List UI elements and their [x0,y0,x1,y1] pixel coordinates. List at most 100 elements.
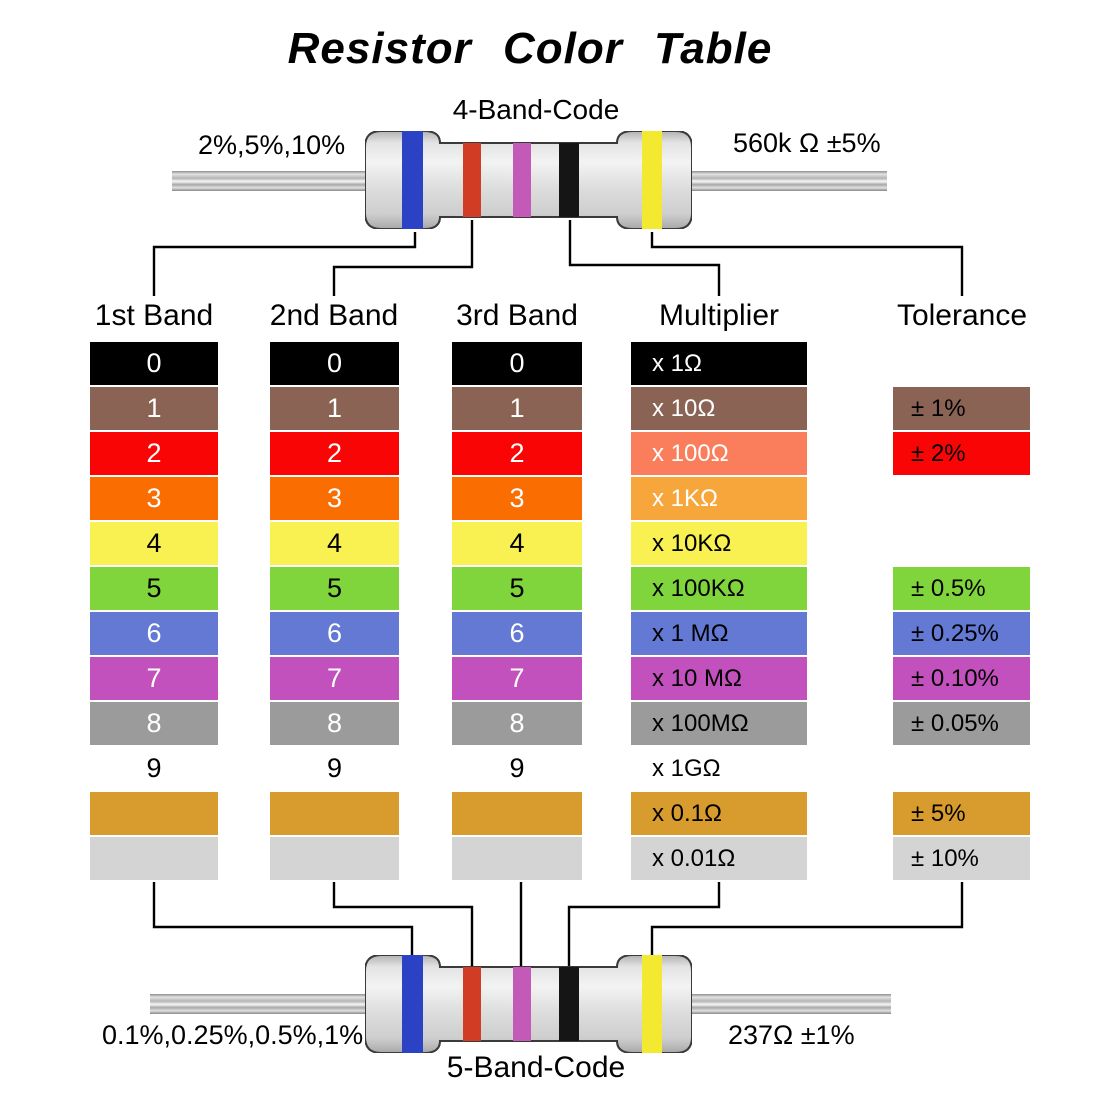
cell-red-digit: 2 [90,432,218,475]
cell-red-digit: 2 [452,432,582,475]
resistor-lead-bottom-right [689,994,891,1014]
cell-orange-digit: 3 [270,477,399,520]
resistor-lead-top-left [172,171,368,191]
tolerance-gap [893,477,1030,520]
yellow-band [642,131,662,229]
black-band [559,955,579,1053]
connector-top-second-band [332,220,474,296]
cell-yellow-digit: 4 [90,522,218,565]
multiplier-cells: x 1Ω x 10Ω x 100Ω x 1KΩ x 10KΩ x 100KΩ x 1 MΩ x… [631,342,807,880]
cell-gray-tolerance: ± 0.05% [893,702,1030,745]
cell-orange-digit: 3 [452,477,582,520]
cell-orange-digit: 3 [90,477,218,520]
cell-gold-digit [452,792,582,835]
tolerance-gap [893,747,1030,790]
tolerance-cells: ± 1% ± 2% ± 0.5% ± 0.25% ± 0.10% ± 0.05% ± 5% ±… [893,342,1030,880]
column-header-tolerance: Tolerance [896,299,1028,332]
five-band-code-label: 5-Band-Code [446,1051,626,1084]
cell-brown-tolerance: ± 1% [893,387,1030,430]
cell-violet-digit: 7 [452,657,582,700]
column-header-third-band: 3rd Band [456,299,578,332]
cell-gray-multiplier: x 100MΩ [631,702,807,745]
resistor-lead-top-right [689,171,887,191]
cell-black-digit: 0 [270,342,399,385]
cell-brown-digit: 1 [270,387,399,430]
four-band-resistor-body [365,131,692,229]
cell-gray-digit: 8 [90,702,218,745]
cell-white-digit: 9 [270,747,399,790]
connector-bottom-tolerance [650,882,964,957]
cell-gray-digit: 8 [270,702,399,745]
cell-violet-digit: 7 [270,657,399,700]
connector-top-first-band [152,232,417,296]
cell-white-multiplier: x 1GΩ [631,747,807,790]
cell-blue-digit: 6 [270,612,399,655]
red-band [463,131,481,229]
cell-gold-multiplier: x 0.1Ω [631,792,807,835]
cell-red-digit: 2 [270,432,399,475]
cell-black-digit: 0 [452,342,582,385]
cell-green-multiplier: x 100KΩ [631,567,807,610]
cell-brown-multiplier: x 10Ω [631,387,807,430]
column-header-multiplier: Multiplier [658,299,780,332]
cell-green-tolerance: ± 0.5% [893,567,1030,610]
column-header-second-band: 2nd Band [269,299,399,332]
cell-silver-digit [452,837,582,880]
cell-white-digit: 9 [90,747,218,790]
tolerance-gap [893,342,1030,385]
cell-yellow-digit: 4 [270,522,399,565]
cell-blue-multiplier: x 1 MΩ [631,612,807,655]
four-band-example-value: 560k Ω ±5% [733,128,881,158]
cell-blue-tolerance: ± 0.25% [893,612,1030,655]
cell-gold-digit [270,792,399,835]
cell-red-multiplier: x 100Ω [631,432,807,475]
yellow-band [642,955,662,1053]
connector-bottom-first-band [152,882,414,957]
cell-yellow-digit: 4 [452,522,582,565]
cell-blue-digit: 6 [90,612,218,655]
cell-violet-multiplier: x 10 MΩ [631,657,807,700]
cell-silver-multiplier: x 0.01Ω [631,837,807,880]
cell-black-digit: 0 [90,342,218,385]
cell-gray-digit: 8 [452,702,582,745]
cell-green-digit: 5 [90,567,218,610]
five-band-tolerance-annotation: 0.1%,0.25%,0.5%,1% [102,1020,364,1050]
cell-red-tolerance: ± 2% [893,432,1030,475]
violet-band [513,131,531,229]
cell-green-digit: 5 [270,567,399,610]
cell-blue-digit: 6 [452,612,582,655]
column-multiplier: x 1Ω x 10Ω x 100Ω x 1KΩ x 10KΩ x 100KΩ x 1 MΩ x… [631,342,807,882]
blue-band [402,955,423,1053]
cell-gold-digit [90,792,218,835]
blue-band [402,131,423,229]
cell-silver-digit [90,837,218,880]
cell-silver-tolerance: ± 10% [893,837,1030,880]
cell-green-digit: 5 [452,567,582,610]
column-tolerance: ± 1% ± 2% ± 0.5% ± 0.25% ± 0.10% ± 0.05% ± 5% ±… [893,342,1030,882]
cell-violet-tolerance: ± 0.10% [893,657,1030,700]
cell-brown-digit: 1 [452,387,582,430]
cell-orange-multiplier: x 1KΩ [631,477,807,520]
cell-black-multiplier: x 1Ω [631,342,807,385]
four-band-tolerance-annotation: 2%,5%,10% [198,130,346,160]
cell-gold-tolerance: ± 5% [893,792,1030,835]
black-band [559,131,579,229]
cell-white-digit: 9 [452,747,582,790]
tolerance-gap [893,522,1030,565]
cell-violet-digit: 7 [90,657,218,700]
connector-top-tolerance [650,232,964,296]
cell-brown-digit: 1 [90,387,218,430]
violet-band [513,955,531,1053]
page-title: Resistor Color Table [287,24,773,73]
five-band-example-value: 237Ω ±1% [728,1020,855,1050]
resistor-lead-bottom-left [150,994,368,1014]
column-header-first-band: 1st Band [94,299,214,332]
four-band-code-label: 4-Band-Code [452,94,620,125]
